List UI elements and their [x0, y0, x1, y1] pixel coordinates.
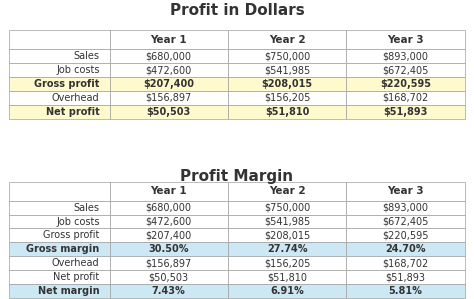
Title: Profit in Dollars: Profit in Dollars — [170, 3, 304, 18]
Title: Profit Margin: Profit Margin — [181, 169, 293, 184]
